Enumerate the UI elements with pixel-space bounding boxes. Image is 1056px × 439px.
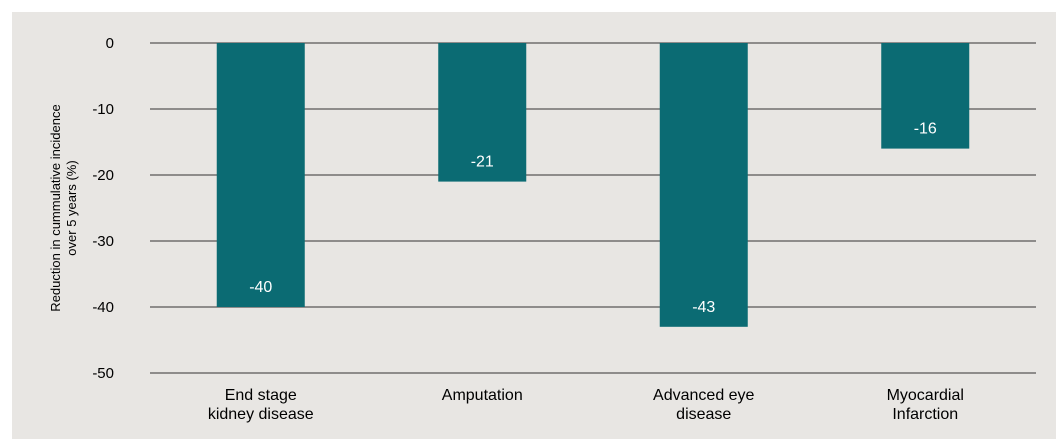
y-tick-label: 0 bbox=[106, 35, 114, 52]
data-label: -43 bbox=[692, 299, 715, 316]
y-tick-labels: 0 -10 -20 -30 -40 -50 bbox=[92, 35, 114, 382]
data-label: -40 bbox=[249, 279, 272, 296]
data-label: -21 bbox=[471, 154, 494, 171]
y-tick-label: -50 bbox=[92, 365, 114, 382]
bar bbox=[216, 43, 305, 307]
category-label: Amputation bbox=[442, 387, 523, 404]
bar bbox=[659, 43, 748, 327]
y-axis-title: Reduction in cummulative incidenceover 5… bbox=[48, 104, 79, 311]
bar-chart: -40 -21 -43 -16 0 -10 -20 -30 -40 -50 End stage k… bbox=[48, 35, 1036, 423]
chart-panel: -40 -21 -43 -16 0 -10 -20 -30 -40 -50 End stage k… bbox=[12, 12, 1056, 439]
bars: -40 -21 -43 -16 bbox=[216, 43, 970, 327]
category-label: Advanced eye disease bbox=[653, 387, 755, 423]
y-tick-label: -20 bbox=[92, 167, 114, 184]
y-tick-label: -10 bbox=[92, 101, 114, 118]
category-label: Myocardial Infarction bbox=[887, 387, 964, 423]
category-labels: End stage kidney disease Amputation Advance… bbox=[208, 387, 964, 423]
y-tick-label: -40 bbox=[92, 299, 114, 316]
bar bbox=[881, 43, 970, 149]
y-axis-label: Reduction in cummulative incidenceover 5… bbox=[48, 104, 79, 311]
y-tick-label: -30 bbox=[92, 233, 114, 250]
data-label: -16 bbox=[914, 121, 937, 138]
category-label: End stage kidney disease bbox=[208, 387, 314, 423]
bar bbox=[438, 43, 527, 182]
